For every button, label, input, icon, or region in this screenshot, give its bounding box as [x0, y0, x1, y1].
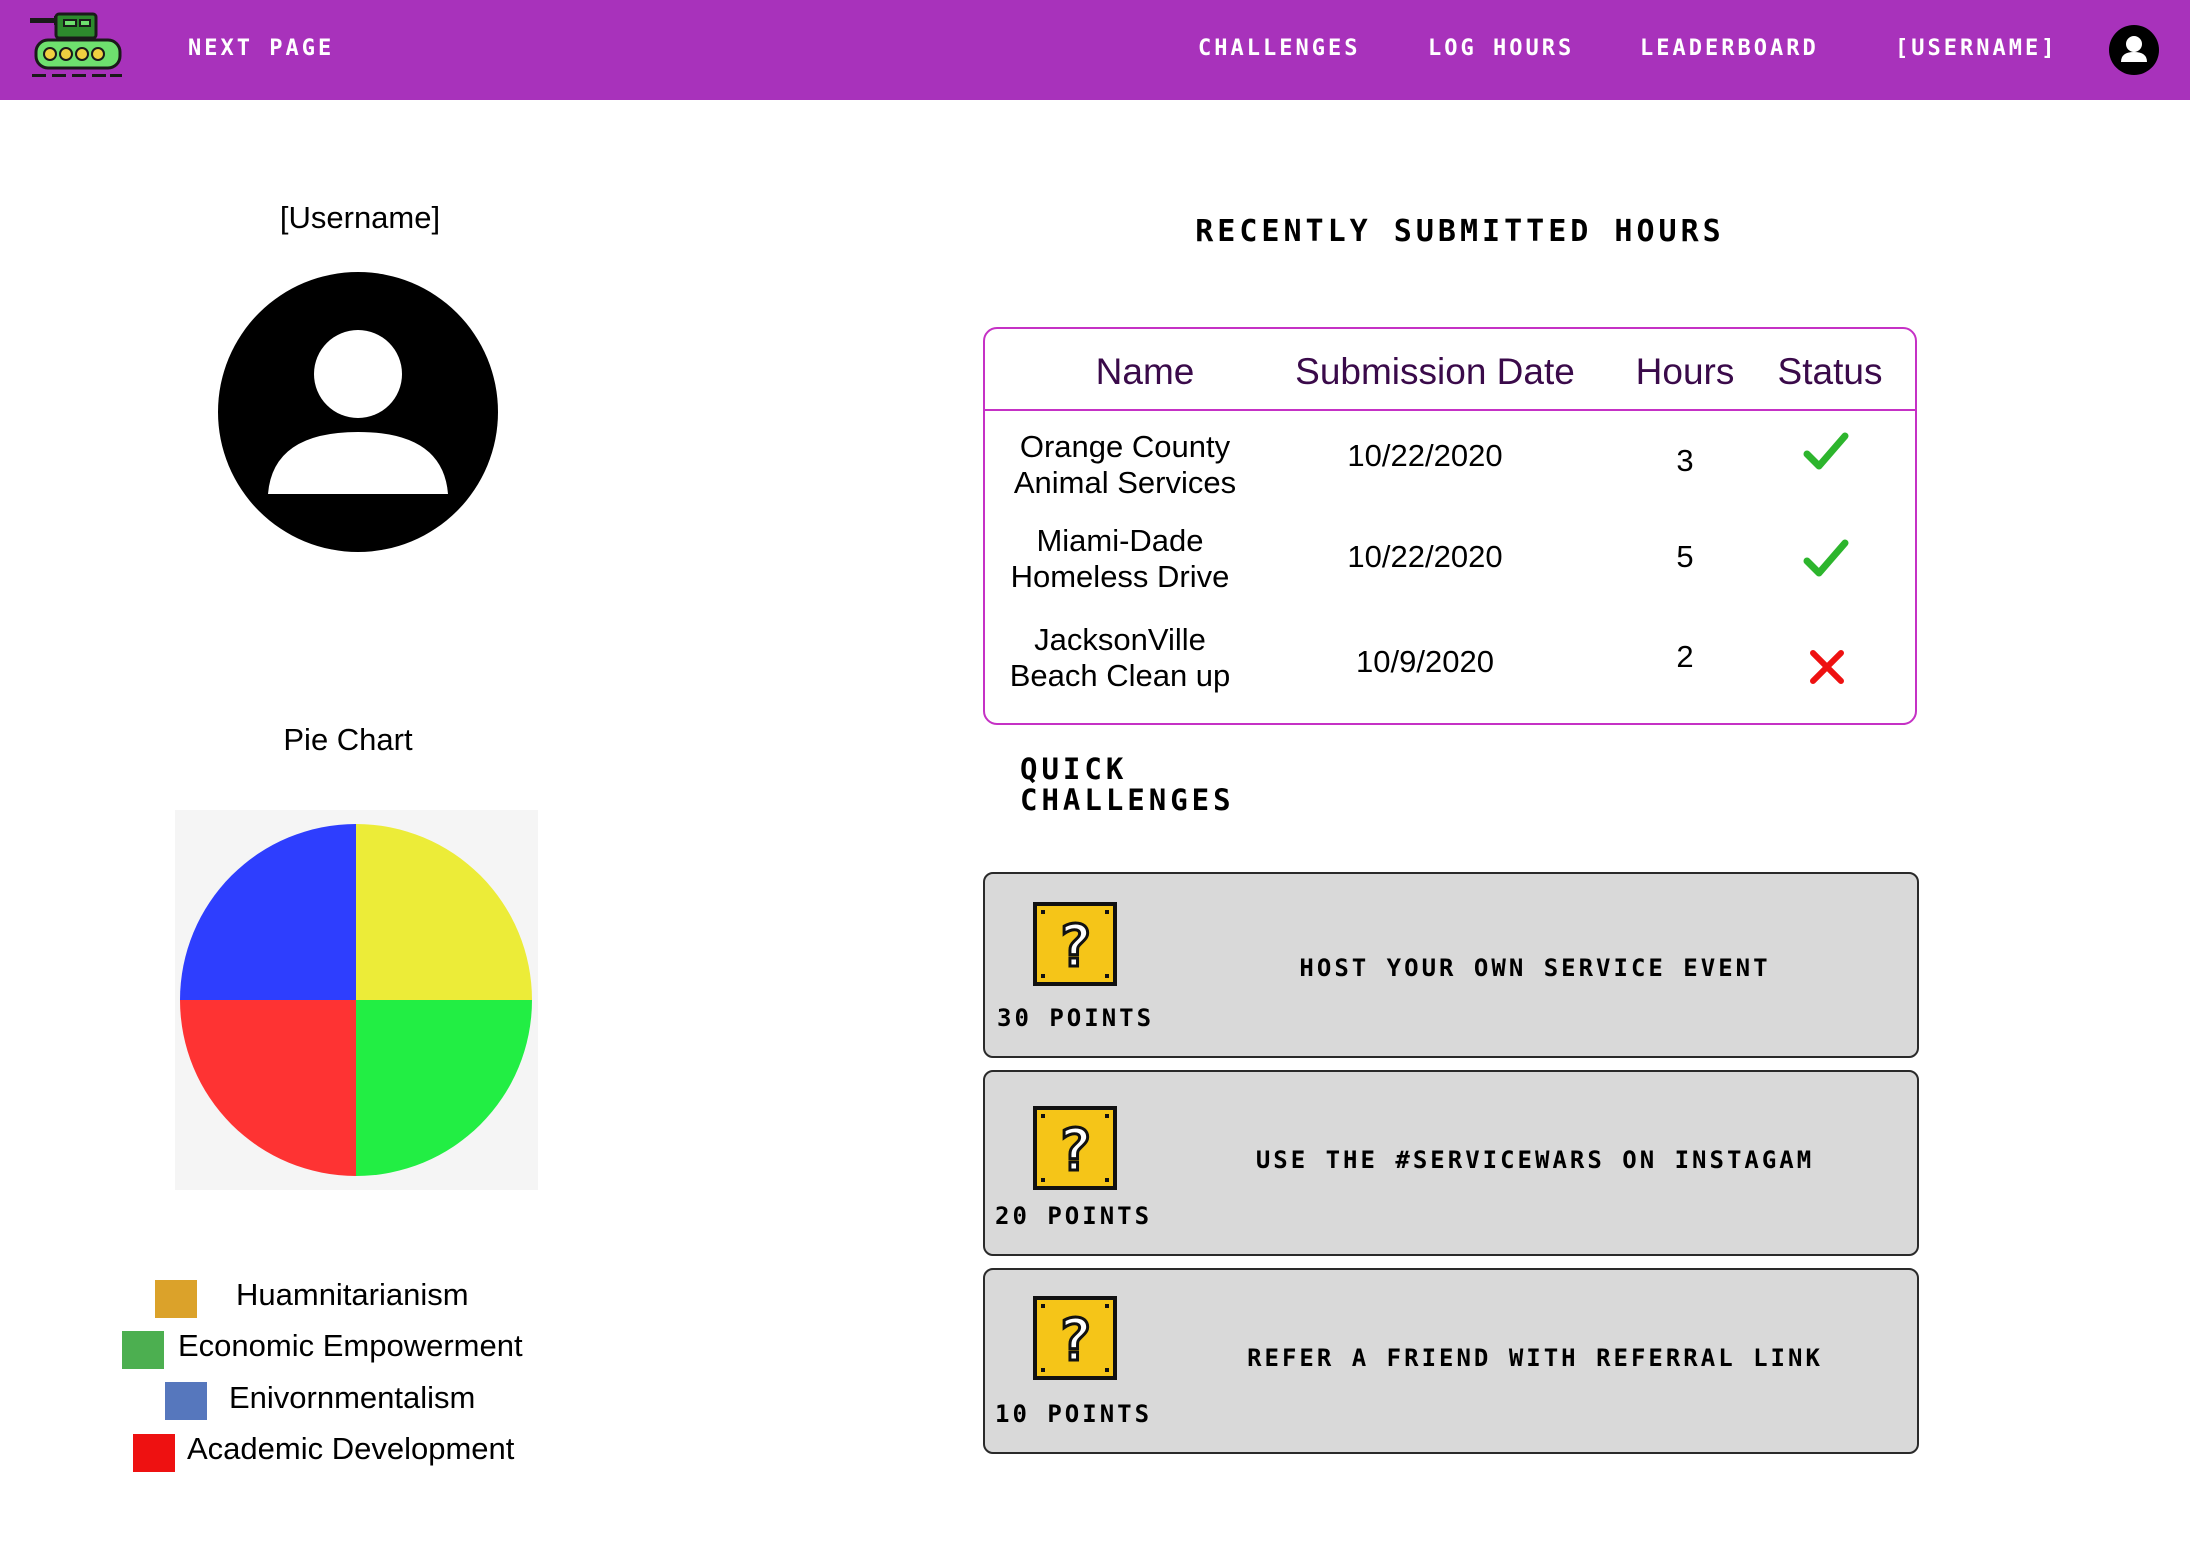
- row-date: 10/22/2020: [1347, 438, 1503, 473]
- challenge-points: 30 POINTS: [997, 1004, 1155, 1032]
- legend-swatch-economic: [122, 1331, 164, 1369]
- row-name-line2: Animal Services: [1013, 465, 1237, 500]
- table-header-divider: [985, 409, 1915, 411]
- nav-username-link[interactable]: [USERNAME]: [1895, 36, 2058, 61]
- question-block-icon: ?: [1033, 1296, 1117, 1380]
- legend-swatch-humanitarianism: [155, 1280, 197, 1318]
- approved-check-icon: [1803, 432, 1849, 470]
- legend-label-environmentalism: Enivornmentalism: [229, 1380, 476, 1415]
- challenge-text: HOST YOUR OWN SERVICE EVENT: [1299, 954, 1771, 982]
- nav-challenges-link[interactable]: CHALLENGES: [1198, 36, 1361, 61]
- row-hours: 5: [1676, 539, 1694, 574]
- pie-slice: [180, 824, 356, 1000]
- legend-label-academic: Academic Development: [187, 1431, 515, 1466]
- quick-challenges-title: QUICK CHALLENGES: [1020, 754, 1235, 816]
- rejected-x-icon: [1810, 650, 1844, 684]
- legend-swatch-environmentalism: [165, 1382, 207, 1420]
- row-date: 10/9/2020: [1356, 644, 1494, 679]
- column-header-hours: Hours: [1635, 351, 1735, 392]
- row-name: JacksonVille Beach Clean up: [985, 622, 1255, 694]
- pie-chart-title: Pie Chart: [283, 722, 413, 757]
- svg-text:?: ?: [1058, 1116, 1093, 1184]
- profile-avatar-icon: [218, 272, 498, 552]
- challenge-card[interactable]: ? 20 POINTS USE THE #SERVICEWARS ON INST…: [983, 1070, 1919, 1256]
- row-hours: 3: [1676, 443, 1694, 478]
- challenge-text: REFER A FRIEND WITH REFERRAL LINK: [1247, 1344, 1823, 1372]
- tank-logo-icon[interactable]: [28, 12, 128, 84]
- nav-leaderboard-link[interactable]: LEADERBOARD: [1640, 36, 1819, 61]
- challenge-text: USE THE #SERVICEWARS ON INSTAGAM: [1255, 1146, 1815, 1174]
- recent-hours-table: Name Submission Date Hours Status Orange…: [983, 327, 1917, 725]
- nav-log-hours-link[interactable]: LOG HOURS: [1428, 36, 1575, 61]
- pie-slice: [180, 1000, 356, 1176]
- quick-title-line2: CHALLENGES: [1020, 783, 1235, 817]
- row-name-line2: Homeless Drive: [1010, 559, 1230, 594]
- legend-swatch-academic: [133, 1434, 175, 1472]
- column-header-status: Status: [1777, 351, 1883, 392]
- challenge-points: 10 POINTS: [995, 1400, 1153, 1428]
- quick-title-line1: QUICK: [1020, 752, 1128, 786]
- svg-text:?: ?: [1058, 912, 1093, 980]
- user-avatar-icon[interactable]: [2109, 25, 2159, 75]
- svg-text:?: ?: [1058, 1306, 1093, 1374]
- row-hours: 2: [1676, 639, 1694, 674]
- question-block-icon: ?: [1033, 1106, 1117, 1190]
- top-nav-bar: NEXT PAGE CHALLENGES LOG HOURS LEADERBOA…: [0, 0, 2190, 100]
- legend-label-humanitarianism: Huamnitarianism: [236, 1277, 469, 1312]
- row-name-line2: Beach Clean up: [1009, 658, 1231, 693]
- recent-hours-title: RECENTLY SUBMITTED HOURS: [1195, 214, 1725, 249]
- nav-next-page-link[interactable]: NEXT PAGE: [188, 36, 335, 61]
- challenge-card[interactable]: ? 30 POINTS HOST YOUR OWN SERVICE EVENT: [983, 872, 1919, 1058]
- row-name-line1: Orange County: [1019, 429, 1231, 464]
- row-date: 10/22/2020: [1347, 539, 1503, 574]
- profile-username: [Username]: [279, 200, 441, 235]
- row-name-line1: JacksonVille: [1034, 622, 1206, 657]
- pie-slice: [356, 824, 532, 1000]
- challenge-card[interactable]: ? 10 POINTS REFER A FRIEND WITH REFERRAL…: [983, 1268, 1919, 1454]
- pie-chart: [180, 824, 532, 1176]
- column-header-name: Name: [1095, 351, 1195, 392]
- column-header-date: Submission Date: [1295, 351, 1575, 392]
- pie-slice: [356, 1000, 532, 1176]
- challenge-points: 20 POINTS: [995, 1202, 1153, 1230]
- row-name: Orange County Animal Services: [985, 429, 1265, 501]
- row-name: Miami-Dade Homeless Drive: [985, 523, 1255, 595]
- approved-check-icon: [1803, 539, 1849, 577]
- row-name-line1: Miami-Dade: [1036, 523, 1204, 558]
- legend-label-economic: Economic Empowerment: [178, 1328, 523, 1363]
- question-block-icon: ?: [1033, 902, 1117, 986]
